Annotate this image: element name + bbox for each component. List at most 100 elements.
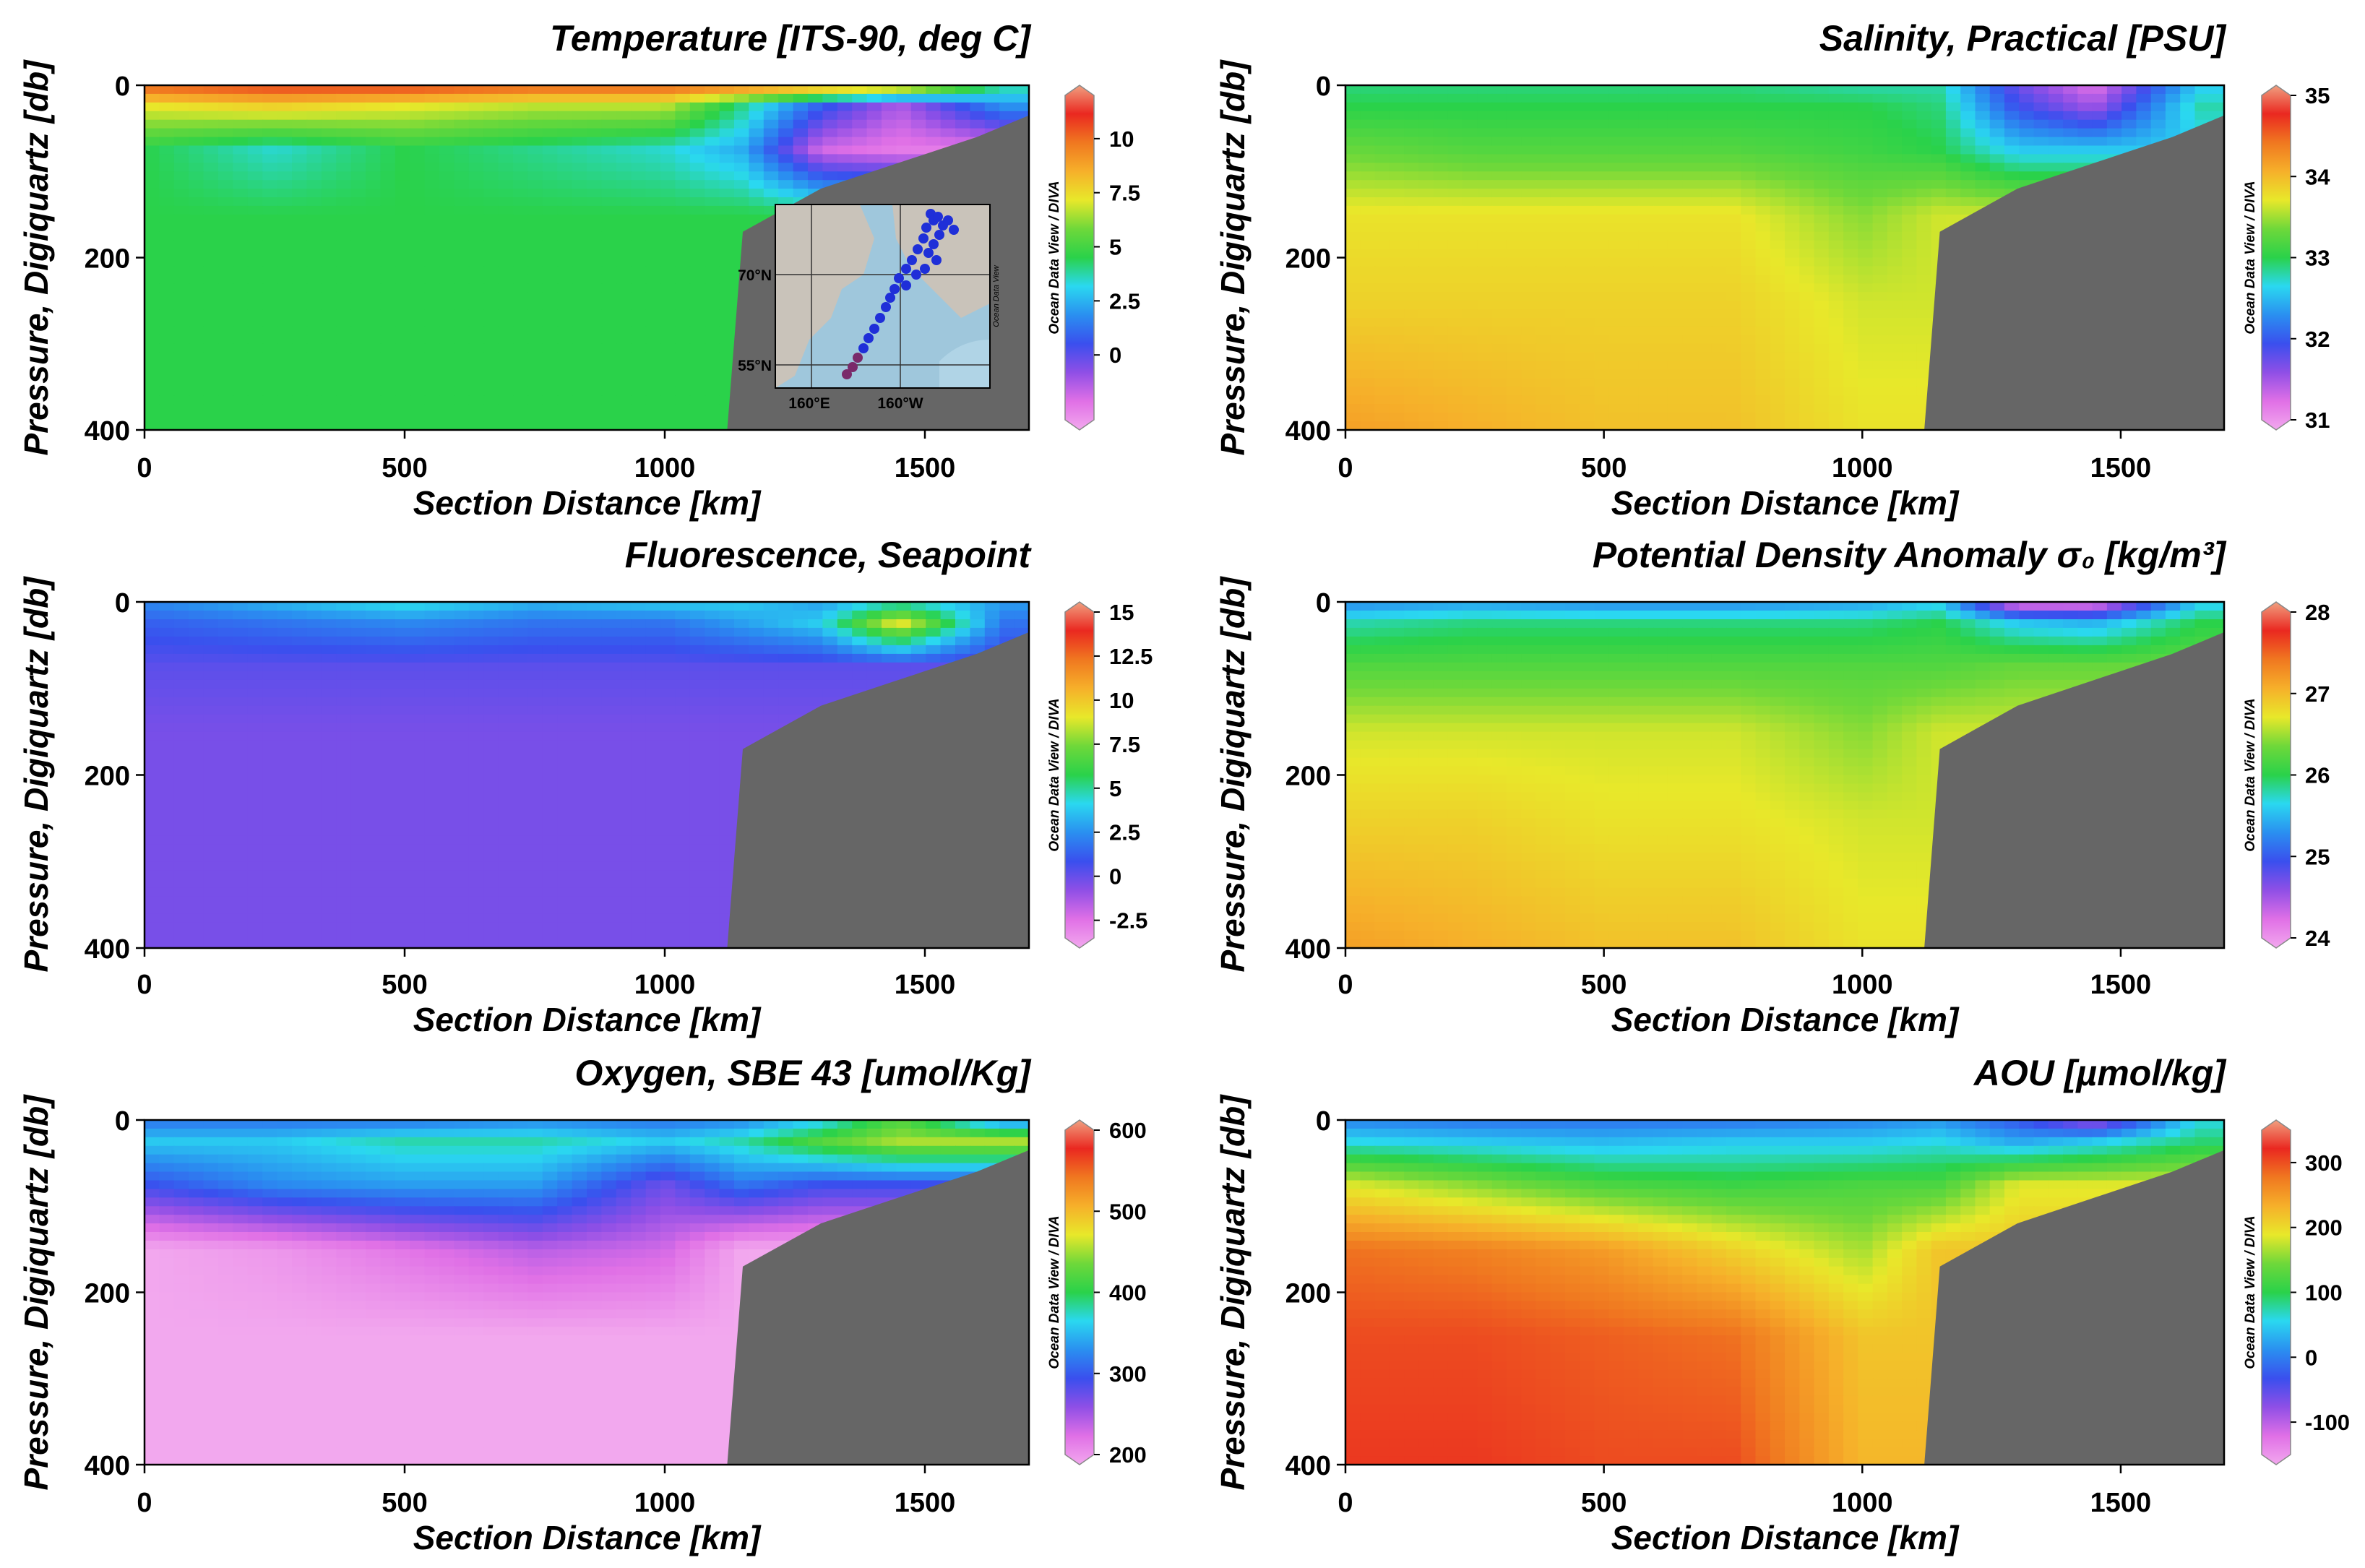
heatmap-cell	[1433, 275, 1449, 285]
heatmap-cell	[1535, 257, 1551, 267]
heatmap-cell	[173, 128, 190, 138]
heatmap-cell	[1389, 128, 1405, 138]
heatmap-cell	[380, 404, 396, 414]
heatmap-cell	[1902, 119, 1918, 129]
heatmap-cell	[660, 154, 676, 164]
heatmap-cell	[631, 352, 647, 362]
heatmap-cell	[277, 602, 293, 611]
heatmap-cell	[350, 119, 366, 129]
heatmap-cell	[1755, 223, 1771, 233]
heatmap-cell	[2121, 85, 2137, 95]
heatmap-cell	[1594, 421, 1610, 431]
heatmap-cell	[1931, 180, 1947, 190]
heatmap-cell	[1814, 223, 1830, 233]
heatmap-cell	[1916, 137, 1932, 147]
map-station	[885, 293, 895, 303]
heatmap-cell	[689, 361, 706, 371]
heatmap-cell	[366, 318, 382, 327]
heatmap-cell	[1594, 240, 1610, 250]
heatmap-cell	[454, 404, 470, 414]
heatmap-cell	[1697, 283, 1713, 293]
heatmap-cell	[1872, 352, 1888, 362]
heatmap-cell	[1638, 292, 1654, 302]
heatmap-cell	[601, 326, 617, 336]
heatmap-cell	[1462, 326, 1478, 336]
heatmap-cell	[1770, 119, 1785, 129]
heatmap-cell	[1667, 180, 1684, 190]
heatmap-cell	[321, 343, 337, 353]
heatmap-cell	[1521, 395, 1537, 405]
heatmap-cell	[145, 189, 160, 198]
heatmap-cell	[1902, 378, 1918, 388]
heatmap-cell	[173, 335, 190, 345]
heatmap-cell	[1814, 85, 1830, 95]
heatmap-cell	[2063, 93, 2079, 103]
heatmap-cell	[1975, 137, 1991, 147]
heatmap-cell	[749, 189, 764, 198]
heatmap-cell	[587, 231, 603, 241]
heatmap-cell	[292, 318, 308, 327]
heatmap-cell	[1682, 197, 1698, 207]
heatmap-cell	[1418, 137, 1434, 147]
heatmap-cell	[159, 102, 175, 112]
heatmap-cell	[366, 404, 382, 414]
heatmap-cell	[1814, 335, 1830, 345]
heatmap-cell	[1975, 189, 1991, 198]
heatmap-cell	[203, 197, 219, 207]
heatmap-cell	[1989, 137, 2005, 147]
heatmap-cell	[233, 369, 249, 379]
heatmap-cell	[1726, 421, 1742, 431]
heatmap-cell	[1785, 128, 1801, 138]
heatmap-cell	[1418, 240, 1434, 250]
heatmap-cell	[189, 318, 204, 327]
heatmap-cell	[631, 128, 647, 138]
heatmap-cell	[1667, 266, 1684, 276]
heatmap-cell	[439, 283, 455, 293]
heatmap-cell	[218, 611, 234, 620]
map-station	[889, 284, 900, 294]
heatmap-cell	[999, 85, 1015, 95]
heatmap-cell	[705, 171, 720, 181]
heatmap-cell	[1374, 154, 1390, 164]
heatmap-cell	[1726, 93, 1742, 103]
heatmap-cell	[1872, 275, 1888, 285]
heatmap-cell	[189, 335, 204, 345]
heatmap-cell	[616, 352, 632, 362]
heatmap-cell	[1975, 102, 1991, 112]
heatmap-cell	[380, 128, 396, 138]
heatmap-cell	[1916, 128, 1932, 138]
heatmap-cell	[1535, 189, 1551, 198]
heatmap-cell	[454, 421, 470, 431]
heatmap-cell	[336, 309, 352, 319]
heatmap-cell	[468, 404, 485, 414]
heatmap-cell	[173, 326, 190, 336]
heatmap-cell	[189, 361, 204, 371]
heatmap-cell	[1667, 128, 1684, 138]
heatmap-cell	[1843, 413, 1859, 422]
heatmap-cell	[513, 292, 529, 302]
heatmap-cell	[1711, 387, 1727, 397]
heatmap-cell	[616, 369, 632, 379]
heatmap-cell	[1550, 352, 1566, 362]
heatmap-cell	[616, 292, 632, 302]
heatmap-cell	[527, 292, 543, 302]
heatmap-cell	[616, 240, 632, 250]
heatmap-cell	[645, 335, 661, 345]
heatmap-cell	[1535, 361, 1551, 371]
heatmap-cell	[1858, 85, 1874, 95]
heatmap-cell	[1608, 257, 1625, 267]
heatmap-cell	[1755, 231, 1771, 241]
heatmap-cell	[1389, 343, 1405, 353]
heatmap-cell	[675, 352, 691, 362]
heatmap-cell	[1872, 189, 1888, 198]
heatmap-cell	[366, 421, 382, 431]
heatmap-cell	[468, 231, 485, 241]
panel-title: Salinity, Practical [PSU]	[1819, 18, 2228, 59]
heatmap-cell	[1872, 318, 1888, 327]
heatmap-cell	[1828, 301, 1845, 310]
heatmap-cell	[689, 163, 706, 173]
heatmap-cell	[1843, 231, 1859, 241]
heatmap-cell	[1975, 128, 1991, 138]
heatmap-cell	[557, 85, 573, 95]
heatmap-cell	[1477, 361, 1493, 371]
